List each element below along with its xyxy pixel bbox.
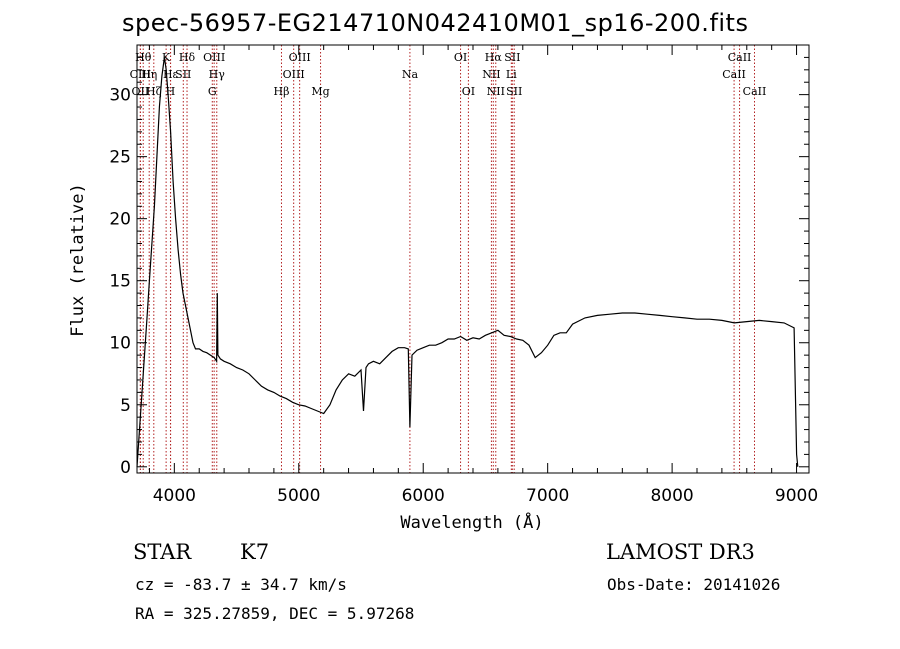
line-label-0: CIII [130,68,151,81]
survey-name: LAMOST DR3 [606,540,755,564]
x-tick-label-4: 8000 [650,486,693,506]
ra-dec-coordinates: RA = 325.27859, DEC = 5.97268 [135,604,415,623]
observation-date: Obs-Date: 20141026 [607,575,781,594]
redshift-velocity: cz = -83.7 ± 34.7 km/s [135,575,347,594]
line-label-28: CaII [743,85,767,98]
chart-title: spec-56957-EG214710N042410M01_sp16-200.f… [122,9,749,37]
y-axis-label: Flux (relative) [68,183,88,337]
y-tick-label-4: 20 [109,210,131,230]
line-label-5: K [162,51,171,64]
line-label-6: H [166,85,176,98]
spectrum-line [136,57,799,467]
line-label-19: OI [462,85,475,98]
line-label-9: Hδ [179,51,196,64]
x-tick-label-5: 9000 [775,486,818,506]
line-label-24: SII [504,51,520,64]
plot-frame [136,44,810,474]
object-subclass: K7 [240,540,270,564]
line-label-8: SII [175,68,191,81]
line-label-4: Hζ [146,85,162,98]
emission-line-markers [139,45,755,473]
line-label-22: NII [487,85,505,98]
line-label-13: Hβ [274,85,290,98]
y-tick-label-0: 0 [120,458,131,478]
y-tick-label-2: 10 [109,334,131,354]
y-tick-label-3: 15 [109,272,131,292]
x-tick-label-1: 5000 [277,486,320,506]
y-tick-label-5: 25 [109,148,131,168]
y-tick-label-6: 30 [109,86,131,106]
line-label-10: OIII [203,51,225,64]
line-label-3: Hη [141,68,157,81]
x-tick-label-0: 4000 [153,486,196,506]
object-class: STAR [133,540,192,564]
line-label-16: Mg [311,85,329,98]
line-label-26: CaII [722,68,746,81]
line-label-14: OIII [283,68,305,81]
line-label-15: OIII [289,51,311,64]
y-tick-label-1: 5 [120,396,131,416]
line-label-2: Hθ [135,51,152,64]
line-label-20: NII [482,68,500,81]
x-axis-label: Wavelength (Å) [400,511,543,533]
line-label-25: SII [506,85,522,98]
line-label-27: CaII [728,51,752,64]
line-label-18: OI [454,51,467,64]
line-label-12: G [208,85,217,98]
line-label-23: Li [506,68,517,81]
line-label-21: Hα [485,51,503,64]
x-tick-label-3: 7000 [526,486,569,506]
x-tick-label-2: 6000 [402,486,445,506]
y-axis-ticks: 0 5 10 15 20 25 30 [109,56,809,478]
line-label-17: Na [402,68,419,81]
line-label-11: Hγ [209,68,226,81]
x-axis-ticks: 4000 5000 6000 7000 8000 9000 [148,45,818,506]
